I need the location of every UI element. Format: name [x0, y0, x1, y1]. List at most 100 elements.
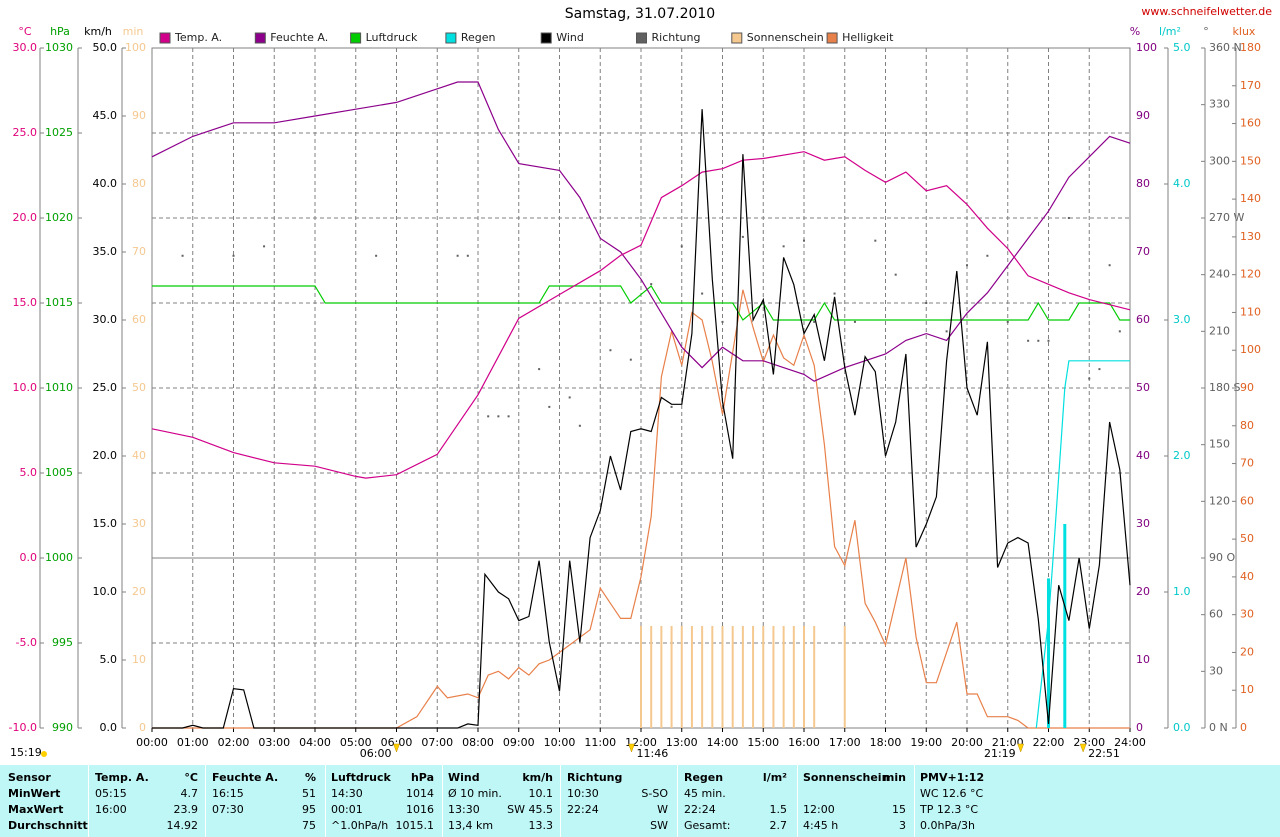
- y-tick-label: 10: [1136, 653, 1150, 666]
- y-tick-label: 15.0: [93, 517, 118, 530]
- y-tick-label: 330: [1209, 98, 1230, 111]
- column-separator: [797, 765, 798, 837]
- moon-icon: [41, 751, 47, 757]
- y-tick-label: 50.0: [93, 41, 118, 54]
- x-tick-label: 14:00: [707, 736, 739, 749]
- table-cell: 13,4 km: [448, 819, 494, 832]
- y-tick-label: 4.0: [1173, 177, 1191, 190]
- direction-dot: [1098, 368, 1101, 371]
- table-cell: 13.3: [528, 819, 554, 832]
- table-header-cell: hPa: [410, 771, 434, 784]
- table-cell: 16:15: [212, 787, 244, 800]
- y-tick-label: 10.0: [13, 381, 38, 394]
- y-tick-label: 70: [132, 245, 146, 258]
- direction-dot: [456, 254, 459, 257]
- y-tick-label: 240: [1209, 268, 1230, 281]
- y-tick-label: 30.0: [13, 41, 38, 54]
- legend-label: Richtung: [652, 31, 701, 44]
- y-tick-label: 10: [1240, 683, 1254, 696]
- x-tick-label: 24:00: [1114, 736, 1146, 749]
- rain-bar: [1063, 524, 1067, 728]
- table-header-cell: l/m²: [762, 771, 787, 784]
- table-cell: ^1.0hPa/h: [331, 819, 389, 832]
- table-header-cell: PMV+1:12: [920, 771, 985, 784]
- legend-swatch: [731, 32, 743, 44]
- y-tick-label: 90: [1240, 381, 1254, 394]
- direction-dot: [181, 254, 184, 257]
- y-tick-label: 0: [1240, 721, 1247, 734]
- y-tick-label: 20: [1240, 645, 1254, 658]
- table-header-cell: Luftdruck: [331, 771, 391, 784]
- y-tick-label: 40: [132, 449, 146, 462]
- y-tick-label: 210: [1209, 324, 1230, 337]
- table-cell: 07:30: [212, 803, 244, 816]
- y-tick-label: 150: [1209, 438, 1230, 451]
- table-cell: 1016: [406, 803, 434, 816]
- x-tick-label: 11:00: [584, 736, 616, 749]
- y-tick-label: 20.0: [13, 211, 38, 224]
- direction-dot: [1108, 264, 1111, 267]
- y-axis-unit: min: [123, 25, 144, 38]
- y-tick-label: 80: [132, 177, 146, 190]
- direction-dot: [813, 320, 816, 323]
- y-tick-label: 1010: [45, 381, 73, 394]
- table-header-cell: min: [882, 771, 906, 784]
- y-axis-unit: hPa: [50, 25, 70, 38]
- y-axis-unit: %: [1130, 25, 1140, 38]
- series-line: [152, 289, 1130, 729]
- x-tick-label: 08:00: [462, 736, 494, 749]
- legend-swatch: [826, 32, 838, 44]
- direction-dot: [1067, 217, 1070, 219]
- x-tick-label: 01:00: [177, 736, 209, 749]
- table-cell: SW 45.5: [507, 803, 553, 816]
- y-tick-label: 100: [1136, 41, 1157, 54]
- table-cell: Ø 10 min.: [448, 787, 502, 800]
- column-separator: [442, 765, 443, 837]
- table-cell: WC 12.6 °C: [920, 787, 984, 800]
- series-line: [152, 109, 1131, 729]
- direction-dot: [1006, 320, 1009, 323]
- direction-dot: [853, 320, 856, 323]
- y-tick-label: 30.0: [93, 313, 118, 326]
- column-separator: [205, 765, 206, 837]
- y-tick-label: 30: [1136, 517, 1150, 530]
- legend-label: Temp. A.: [174, 31, 222, 44]
- chart-title: Samstag, 31.07.2010: [565, 6, 715, 22]
- y-tick-label: 80: [1136, 177, 1150, 190]
- direction-dot: [609, 349, 612, 352]
- y-tick-label: 1030: [45, 41, 73, 54]
- direction-dot: [680, 245, 683, 248]
- x-tick-label: 17:00: [829, 736, 861, 749]
- table-header-cell: °C: [184, 771, 198, 784]
- table-header-cell: MaxWert: [8, 803, 64, 816]
- x-tick-label: 10:00: [544, 736, 576, 749]
- y-tick-label: -10.0: [9, 721, 37, 734]
- direction-dot: [263, 245, 266, 248]
- y-tick-label: 5.0: [20, 466, 38, 479]
- annotation-marker: [1079, 743, 1087, 753]
- y-tick-label: 90: [132, 109, 146, 122]
- table-header-cell: km/h: [522, 771, 553, 784]
- y-tick-label: 160: [1240, 117, 1261, 130]
- y-tick-label: 5.0: [1173, 41, 1191, 54]
- y-tick-label: 180 S: [1209, 381, 1240, 394]
- y-tick-label: 140: [1240, 192, 1261, 205]
- table-cell: 1014: [406, 787, 434, 800]
- y-tick-label: 0 N: [1209, 721, 1228, 734]
- legend-label: Feuchte A.: [270, 31, 328, 44]
- legend-swatch: [540, 32, 552, 44]
- y-tick-label: 120: [1209, 494, 1230, 507]
- annotation-label: 11:46: [637, 747, 669, 760]
- moon-label: 15:19: [10, 746, 42, 759]
- y-tick-label: 180: [1240, 41, 1261, 54]
- x-tick-label: 07:00: [421, 736, 453, 749]
- y-tick-label: 25.0: [93, 381, 118, 394]
- y-tick-label: 300: [1209, 154, 1230, 167]
- x-tick-label: 19:00: [910, 736, 942, 749]
- chart: Samstag, 31.07.2010 www.schneifelwetter.…: [9, 5, 1273, 760]
- source-link[interactable]: www.schneifelwetter.de: [1141, 5, 1272, 18]
- table-cell: Gesamt:: [684, 819, 731, 832]
- summary-table: Sensor Temp. A. °C Feuchte A.% Luftdruck hPa W…: [0, 765, 1280, 837]
- direction-dot: [925, 302, 928, 304]
- column-separator: [560, 765, 561, 837]
